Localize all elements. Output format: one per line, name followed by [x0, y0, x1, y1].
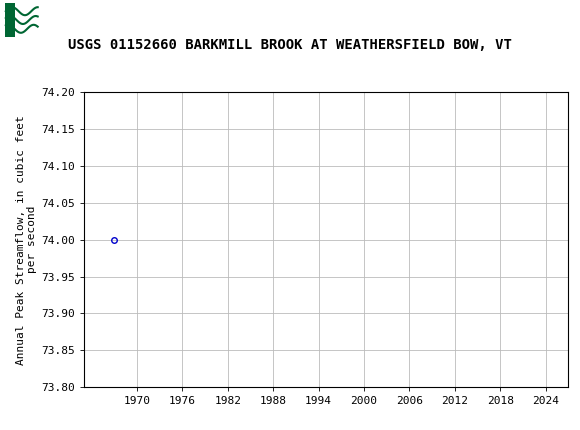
FancyBboxPatch shape: [5, 3, 63, 37]
FancyBboxPatch shape: [5, 3, 15, 37]
Text: USGS: USGS: [67, 11, 122, 29]
Y-axis label: Annual Peak Streamflow, in cubic feet
per second: Annual Peak Streamflow, in cubic feet pe…: [16, 115, 37, 365]
Text: USGS 01152660 BARKMILL BROOK AT WEATHERSFIELD BOW, VT: USGS 01152660 BARKMILL BROOK AT WEATHERS…: [68, 38, 512, 52]
